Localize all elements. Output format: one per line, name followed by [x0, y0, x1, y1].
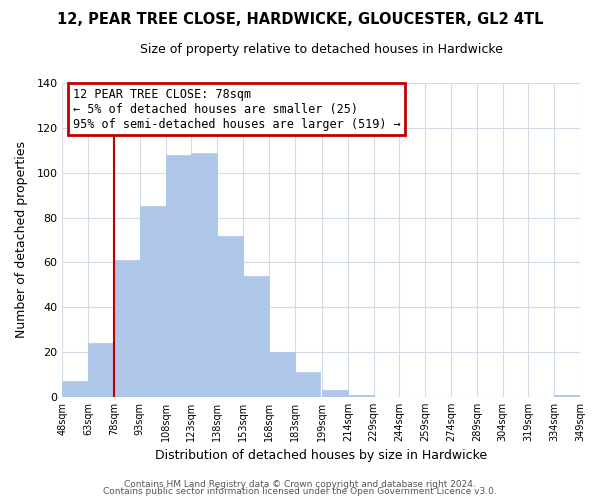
Bar: [88, 343, 114, 397]
Y-axis label: Number of detached properties: Number of detached properties: [15, 142, 28, 338]
Bar: [166, 155, 191, 397]
Bar: [348, 394, 374, 397]
Bar: [322, 390, 348, 397]
Bar: [269, 352, 295, 397]
Title: Size of property relative to detached houses in Hardwicke: Size of property relative to detached ho…: [140, 42, 503, 56]
Text: Contains public sector information licensed under the Open Government Licence v3: Contains public sector information licen…: [103, 487, 497, 496]
Text: 12, PEAR TREE CLOSE, HARDWICKE, GLOUCESTER, GL2 4TL: 12, PEAR TREE CLOSE, HARDWICKE, GLOUCEST…: [57, 12, 543, 28]
Bar: [554, 394, 580, 397]
Bar: [243, 276, 269, 397]
Text: 12 PEAR TREE CLOSE: 78sqm
← 5% of detached houses are smaller (25)
95% of semi-d: 12 PEAR TREE CLOSE: 78sqm ← 5% of detach…: [73, 88, 400, 131]
Bar: [140, 206, 166, 397]
X-axis label: Distribution of detached houses by size in Hardwicke: Distribution of detached houses by size …: [155, 450, 487, 462]
Text: Contains HM Land Registry data © Crown copyright and database right 2024.: Contains HM Land Registry data © Crown c…: [124, 480, 476, 489]
Bar: [217, 236, 243, 397]
Bar: [114, 260, 140, 397]
Bar: [191, 152, 217, 397]
Bar: [295, 372, 320, 397]
Bar: [62, 381, 88, 397]
